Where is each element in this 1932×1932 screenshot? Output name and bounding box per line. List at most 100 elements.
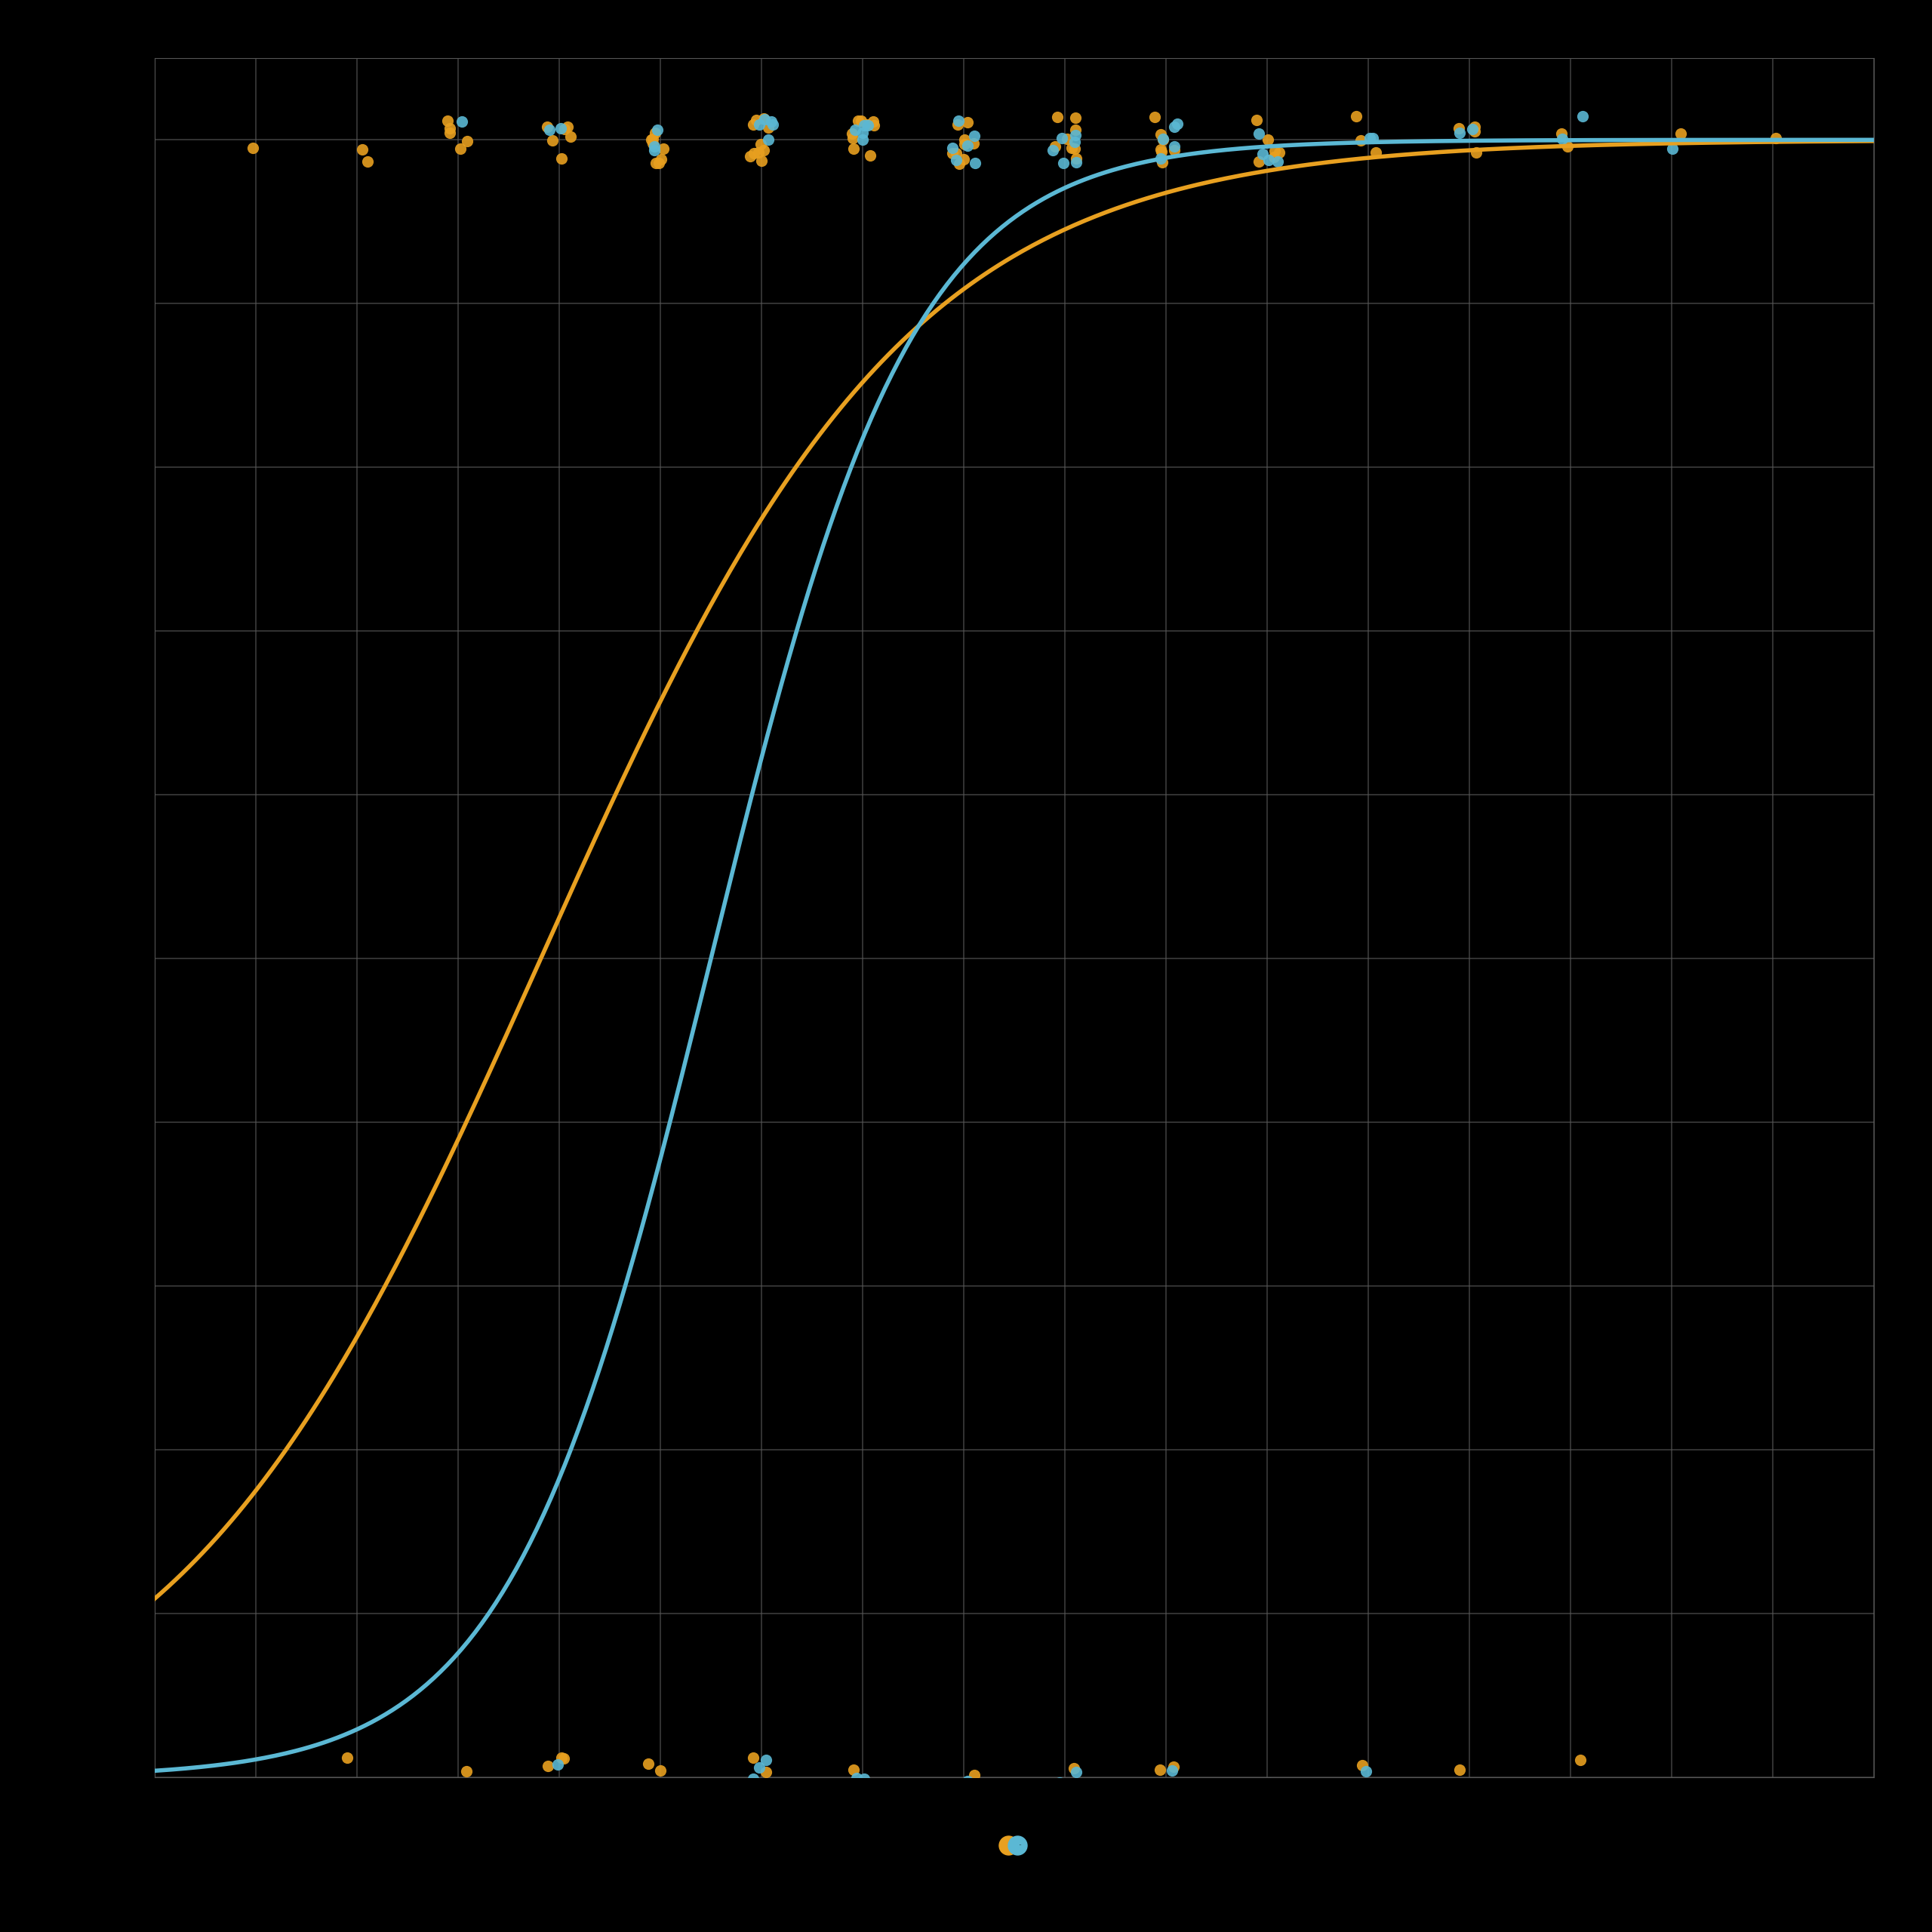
Point — [1059, 126, 1090, 156]
Point — [1161, 108, 1192, 139]
Point — [958, 128, 989, 158]
Point — [452, 126, 483, 156]
Point — [941, 145, 972, 176]
Point — [958, 120, 989, 151]
Point — [1151, 1785, 1182, 1816]
Point — [949, 128, 980, 158]
Point — [954, 1777, 985, 1808]
Point — [1546, 118, 1577, 149]
Point — [352, 145, 383, 176]
Point — [1546, 124, 1577, 155]
Point — [846, 118, 877, 149]
Point — [1146, 133, 1177, 164]
Point — [638, 128, 668, 158]
Point — [639, 131, 670, 162]
Point — [848, 110, 879, 141]
Point — [753, 112, 784, 143]
Point — [840, 114, 871, 145]
Point — [838, 133, 869, 164]
Point — [533, 1750, 564, 1781]
Point — [858, 110, 889, 141]
Point — [641, 114, 672, 145]
Point — [444, 133, 475, 164]
Point — [852, 110, 883, 141]
Point — [639, 118, 670, 149]
Point — [1242, 147, 1273, 178]
Point — [549, 114, 580, 145]
Point — [838, 1754, 869, 1785]
Point — [1146, 120, 1177, 151]
Point — [435, 114, 466, 145]
Point — [1159, 1752, 1190, 1783]
Point — [1258, 141, 1289, 172]
Point — [738, 137, 769, 168]
Point — [1459, 116, 1490, 147]
Point — [1159, 135, 1190, 166]
Point — [433, 106, 464, 137]
Point — [535, 1770, 566, 1801]
Point — [1459, 112, 1490, 143]
Point — [639, 135, 670, 166]
Point — [1051, 124, 1082, 155]
Point — [744, 1752, 775, 1783]
Point — [943, 108, 974, 139]
Point — [1461, 137, 1492, 168]
Point — [1242, 104, 1273, 135]
Point — [1159, 112, 1190, 143]
Point — [533, 1785, 564, 1816]
Point — [645, 143, 676, 174]
Point — [838, 1781, 869, 1812]
Point — [748, 102, 779, 133]
Point — [742, 104, 773, 135]
Point — [960, 147, 991, 178]
Point — [746, 145, 777, 176]
Point — [858, 1781, 889, 1812]
Point — [1551, 131, 1582, 162]
Point — [634, 1781, 665, 1812]
Point — [439, 1770, 469, 1801]
Point — [643, 147, 674, 178]
Point — [1059, 114, 1090, 145]
Point — [752, 1745, 782, 1776]
Point — [937, 133, 968, 164]
Point — [1565, 1745, 1596, 1776]
Point — [446, 106, 477, 137]
Point — [1059, 133, 1090, 164]
Point — [848, 124, 879, 155]
Point — [1047, 147, 1078, 178]
Point — [437, 1770, 468, 1801]
Point — [1360, 137, 1391, 168]
Point — [1457, 114, 1488, 145]
Point — [638, 1783, 668, 1814]
Point — [1061, 1756, 1092, 1787]
Point — [634, 1748, 665, 1779]
Point — [757, 110, 788, 141]
Point — [852, 110, 883, 141]
Point — [545, 112, 576, 143]
Point — [1248, 139, 1279, 170]
Point — [744, 1785, 775, 1816]
Point — [943, 149, 974, 180]
Point — [840, 1762, 871, 1793]
Point — [533, 114, 564, 145]
Point — [945, 1787, 976, 1818]
Point — [450, 1774, 481, 1804]
Point — [1341, 100, 1372, 131]
Point — [653, 1785, 684, 1816]
Point — [952, 1766, 983, 1797]
Point — [1760, 122, 1791, 153]
Point — [958, 1760, 989, 1791]
Point — [1665, 118, 1696, 149]
Point — [547, 1743, 578, 1774]
Point — [734, 141, 765, 172]
Point — [238, 133, 269, 164]
Point — [744, 108, 775, 139]
Point — [348, 133, 379, 164]
Point — [1358, 124, 1389, 155]
Point — [1057, 133, 1088, 164]
Point — [1443, 1754, 1474, 1785]
Point — [1059, 1752, 1090, 1783]
Point — [738, 1764, 769, 1795]
Point — [1244, 118, 1275, 149]
Point — [435, 118, 466, 149]
